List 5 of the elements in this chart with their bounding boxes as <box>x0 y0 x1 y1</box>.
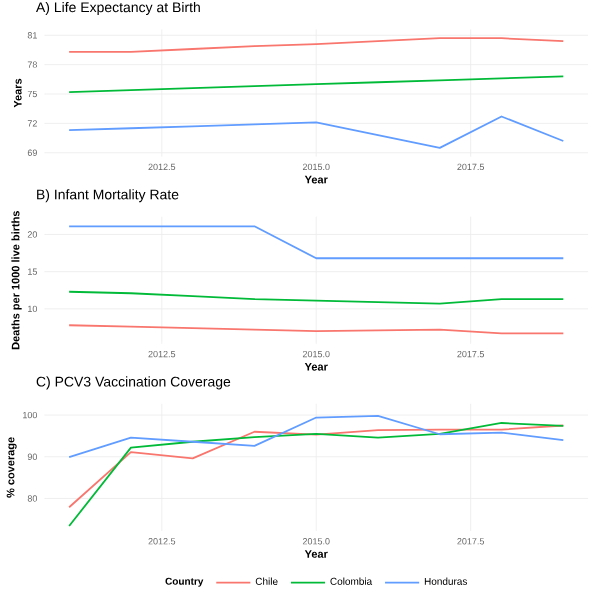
line-series <box>68 37 565 53</box>
line-series <box>68 415 565 459</box>
line-series <box>68 115 565 149</box>
line-series <box>68 75 565 94</box>
line-series <box>68 422 565 528</box>
